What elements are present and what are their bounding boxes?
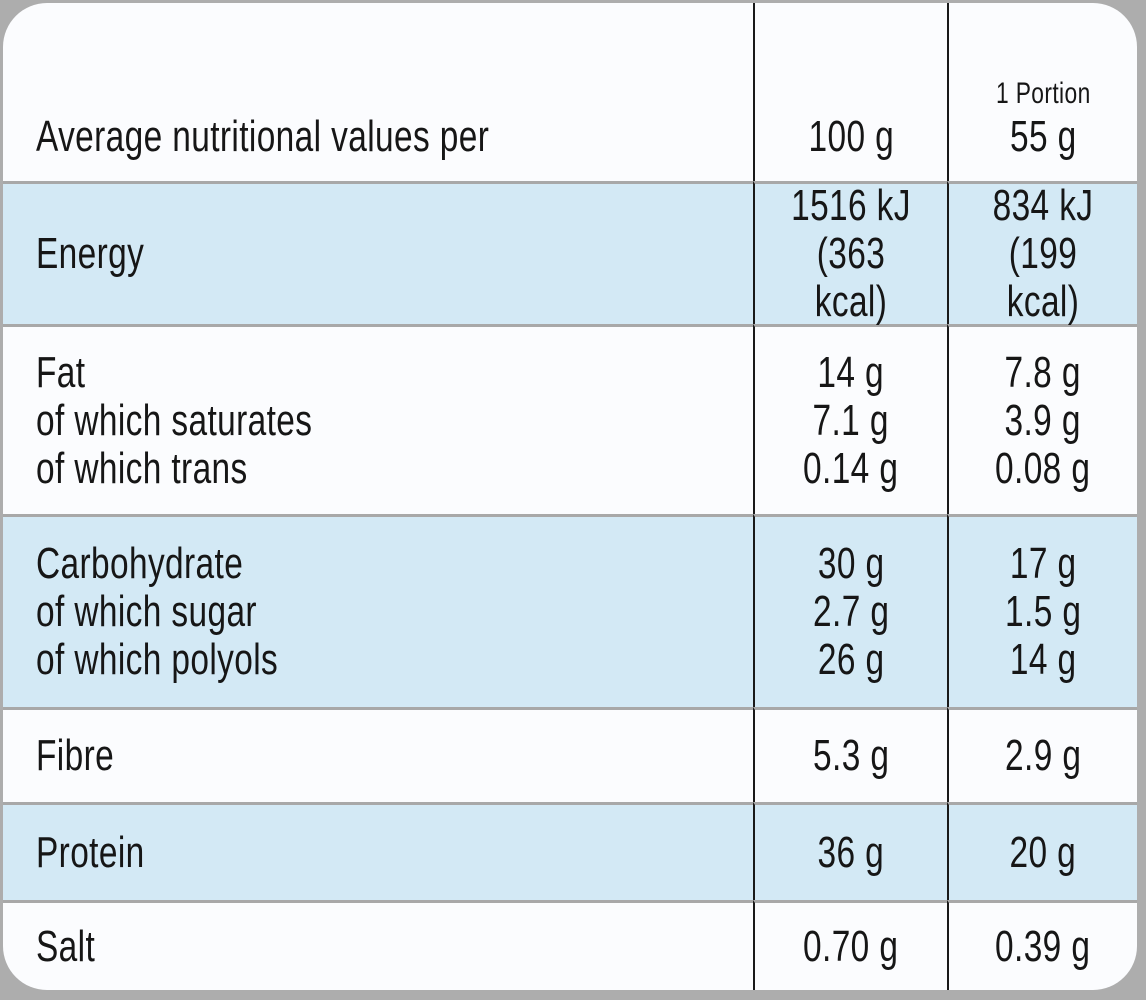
row-salt-portion-cell: 0.39 g: [947, 900, 1137, 990]
portion-header-label: 1 Portion: [995, 77, 1091, 110]
row-fibre-per100-cell: 5.3 g: [753, 707, 947, 802]
row-energy-portion-cell: 834 kJ (199 kcal): [947, 181, 1137, 326]
row-carbohydrate-label: Carbohydrate of which sugar of which pol…: [36, 539, 279, 684]
header-cell-title: Average nutritional values per: [3, 3, 753, 181]
row-fat-per100-cell: 14 g 7.1 g 0.14 g: [753, 324, 947, 514]
row-salt-per100-value: 0.70 g: [803, 921, 899, 971]
row-carbohydrate-per100-value: 30 g 2.7 g 26 g: [812, 539, 890, 684]
row-fat-label: Fat of which saturates of which trans: [36, 347, 313, 493]
row-carbohydrate-per100-cell: 30 g 2.7 g 26 g: [753, 514, 947, 707]
row-fibre-label-cell: Fibre: [3, 707, 753, 802]
row-fibre-portion-cell: 2.9 g: [947, 707, 1137, 802]
header-cell-100g: 100 g: [753, 3, 947, 181]
row-energy-per100-cell: 1516 kJ (363 kcal): [753, 181, 947, 326]
row-carbohydrate-label-cell: Carbohydrate of which sugar of which pol…: [3, 514, 753, 707]
row-fat-per100-value: 14 g 7.1 g 0.14 g: [803, 347, 899, 493]
row-fibre-label: Fibre: [36, 731, 115, 780]
row-fat-label-cell: Fat of which saturates of which trans: [3, 324, 753, 514]
row-protein-per100-value: 36 g: [817, 827, 885, 877]
row-energy-label-cell: Energy: [3, 181, 753, 324]
row-fat-portion-value: 7.8 g 3.9 g 0.08 g: [995, 347, 1091, 493]
row-salt-per100-cell: 0.70 g: [753, 900, 947, 990]
row-carbohydrate-portion-cell: 17 g 1.5 g 14 g: [947, 514, 1137, 707]
row-fat-portion-cell: 7.8 g 3.9 g 0.08 g: [947, 324, 1137, 514]
table-title: Average nutritional values per: [36, 112, 490, 161]
row-energy-portion-value: 834 kJ (199 kcal): [992, 181, 1094, 326]
row-fibre-portion-value: 2.9 g: [1004, 731, 1082, 780]
row-energy-per100-value: 1516 kJ (363 kcal): [791, 181, 911, 326]
nutrition-facts-card: Average nutritional values per 100 g 1 P…: [3, 3, 1137, 990]
header-cell-portion: 1 Portion 55 g: [947, 3, 1137, 181]
row-protein-portion-cell: 20 g: [947, 802, 1137, 900]
row-protein-per100-cell: 36 g: [753, 802, 947, 900]
row-salt-label-cell: Salt: [3, 900, 753, 990]
row-protein-portion-value: 20 g: [1009, 827, 1077, 877]
row-salt-portion-value: 0.39 g: [995, 921, 1091, 971]
portion-header-amount: 55 g: [1009, 112, 1077, 161]
column-header-portion: 1 Portion 55 g: [996, 75, 1091, 161]
row-salt-label: Salt: [36, 921, 96, 971]
row-carbohydrate-portion-value: 17 g 1.5 g 14 g: [1004, 539, 1082, 684]
column-header-100g: 100 g: [808, 112, 894, 161]
nutrition-table: Average nutritional values per 100 g 1 P…: [3, 3, 1137, 990]
row-protein-label-cell: Protein: [3, 802, 753, 900]
row-protein-label: Protein: [36, 827, 145, 877]
row-energy-label: Energy: [36, 229, 145, 278]
row-fibre-per100-value: 5.3 g: [812, 731, 890, 780]
